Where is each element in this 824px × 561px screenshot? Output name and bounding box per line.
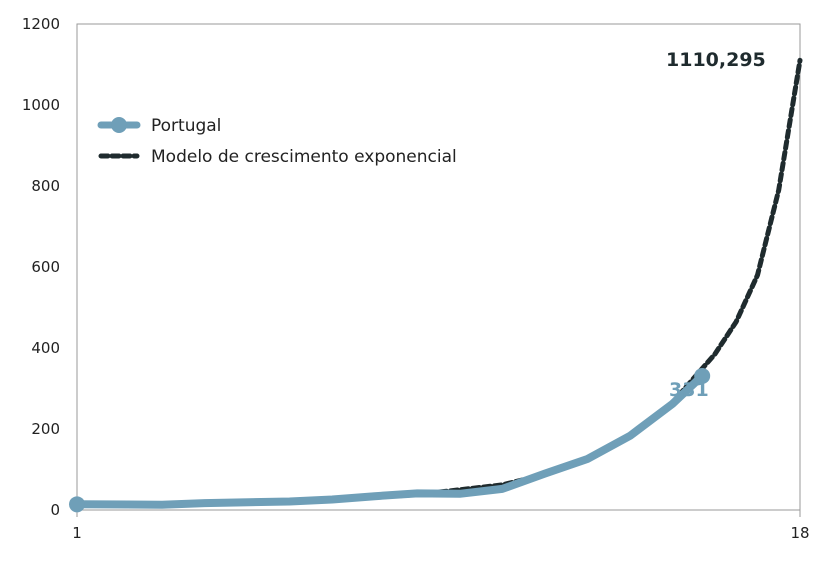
annotation-model-end-value: 1110,295 (666, 49, 766, 71)
y-tick-label: 800 (31, 177, 60, 195)
legend: Portugal Modelo de crescimento exponenci… (97, 116, 457, 167)
legend-label-portugal: Portugal (151, 116, 221, 136)
y-tick-label: 600 (31, 258, 60, 276)
series-layer (69, 57, 803, 513)
y-tick-label: 400 (31, 339, 60, 357)
legend-marker-portugal (111, 117, 127, 133)
x-axis-ticks: 1 18 (72, 510, 810, 542)
plot-area-frame (76, 23, 801, 511)
y-axis-ticks: 0 200 400 600 800 1000 1200 (22, 15, 60, 519)
legend-label-model: Modelo de crescimento exponencial (151, 147, 457, 167)
x-tick-label: 18 (790, 524, 809, 542)
portugal-start-marker (69, 496, 85, 513)
y-tick-label: 1200 (22, 15, 60, 33)
annotation-portugal-last-value: 331 (669, 379, 709, 401)
series-line-portugal (73, 371, 707, 509)
y-tick-label: 200 (31, 420, 60, 438)
x-tick-label: 1 (72, 524, 82, 542)
portugal-end-marker (694, 367, 711, 384)
y-tick-label: 0 (50, 501, 60, 519)
y-tick-label: 1000 (22, 96, 60, 114)
